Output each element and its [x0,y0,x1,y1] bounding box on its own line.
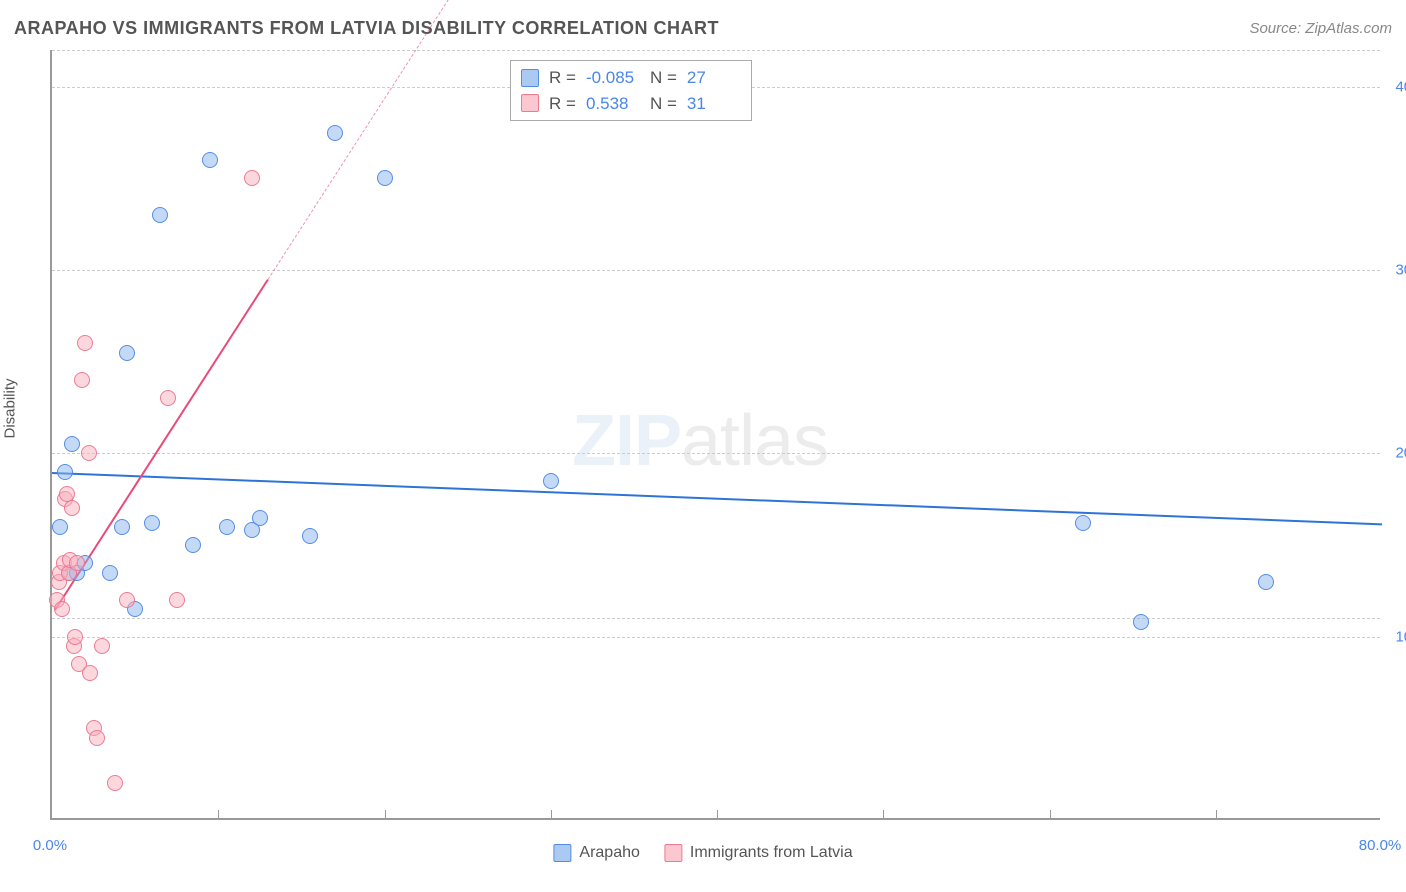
data-point [77,335,93,351]
gridline [52,637,1380,638]
x-tick-label: 80.0% [1359,837,1402,854]
gridline [52,50,1380,51]
y-axis-label: Disability [2,378,19,438]
x-tick-mark [883,810,884,818]
bottom-legend: Arapaho Immigrants from Latvia [553,844,852,862]
data-point [160,390,176,406]
gridline [52,453,1380,454]
data-point [119,345,135,361]
data-point [1258,574,1274,590]
data-point [81,445,97,461]
n-val-1: 31 [687,91,741,117]
data-point [185,537,201,553]
n-label-1: N = [650,91,677,117]
data-point [252,510,268,526]
watermark-bold: ZIP [572,401,681,481]
data-point [54,601,70,617]
trend-line-dashed [268,0,452,280]
gridline [52,270,1380,271]
data-point [119,592,135,608]
n-label-0: N = [650,65,677,91]
data-point [144,515,160,531]
data-point [377,170,393,186]
x-tick-mark [551,810,552,818]
data-point [52,519,68,535]
chart-title: ARAPAHO VS IMMIGRANTS FROM LATVIA DISABI… [14,18,719,39]
data-point [327,125,343,141]
watermark: ZIPatlas [572,400,828,482]
data-point [1133,614,1149,630]
data-point [1075,515,1091,531]
data-point [543,473,559,489]
data-point [94,638,110,654]
data-point [114,519,130,535]
data-point [74,372,90,388]
plot-inner: ZIPatlas 10.0%20.0%30.0%40.0% [50,50,1380,820]
source-label: Source: ZipAtlas.com [1249,20,1392,37]
data-point [69,555,85,571]
stat-row-0: R = -0.085 N = 27 [521,65,741,91]
plot-area: ZIPatlas 10.0%20.0%30.0%40.0% [50,50,1380,820]
data-point [152,207,168,223]
gridline [52,618,1380,619]
data-point [102,565,118,581]
data-point [219,519,235,535]
data-point [107,775,123,791]
y-tick-label: 20.0% [1388,445,1406,462]
header: ARAPAHO VS IMMIGRANTS FROM LATVIA DISABI… [14,18,1392,39]
x-tick-mark [717,810,718,818]
r-val-0: -0.085 [586,65,640,91]
r-label-0: R = [549,65,576,91]
data-point [64,436,80,452]
legend-label-1: Immigrants from Latvia [690,844,853,862]
legend-swatch-pink-icon [664,844,682,862]
y-tick-label: 30.0% [1388,262,1406,279]
swatch-blue-icon [521,69,539,87]
x-tick-mark [1216,810,1217,818]
watermark-thin: atlas [681,401,828,481]
x-tick-mark [1050,810,1051,818]
swatch-pink-icon [521,94,539,112]
data-point [67,629,83,645]
data-point [89,730,105,746]
r-val-1: 0.538 [586,91,640,117]
data-point [169,592,185,608]
data-point [244,170,260,186]
stat-box: R = -0.085 N = 27 R = 0.538 N = 31 [510,60,752,121]
x-tick-mark [385,810,386,818]
y-tick-label: 40.0% [1388,78,1406,95]
legend-item-0: Arapaho [553,844,640,862]
data-point [59,486,75,502]
stat-row-1: R = 0.538 N = 31 [521,91,741,117]
data-point [302,528,318,544]
legend-item-1: Immigrants from Latvia [664,844,853,862]
data-point [57,464,73,480]
data-point [202,152,218,168]
legend-swatch-blue-icon [553,844,571,862]
x-tick-mark [218,810,219,818]
r-label-1: R = [549,91,576,117]
y-tick-label: 10.0% [1388,628,1406,645]
n-val-0: 27 [687,65,741,91]
legend-label-0: Arapaho [579,844,640,862]
data-point [64,500,80,516]
x-tick-label: 0.0% [33,837,67,854]
data-point [82,665,98,681]
